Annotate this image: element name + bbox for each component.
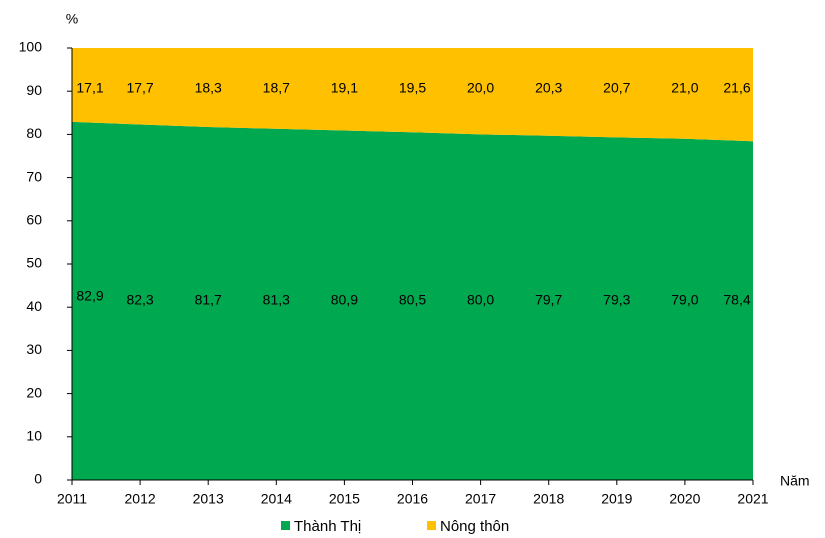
data-label: 80,0	[467, 291, 494, 307]
data-label: 20,0	[467, 80, 494, 96]
x-tick-label: 2011	[57, 491, 87, 507]
area	[72, 48, 753, 142]
data-label: 82,3	[126, 291, 153, 307]
legend-swatch	[427, 521, 436, 530]
data-label: 19,5	[399, 80, 426, 96]
x-tick-label: 2014	[261, 491, 292, 507]
data-label: 17,7	[126, 80, 153, 96]
y-tick-label: 60	[26, 212, 42, 228]
legend-swatch	[281, 521, 290, 530]
data-label: 19,1	[331, 80, 358, 96]
x-tick-label: 2017	[465, 491, 496, 507]
data-label: 81,3	[263, 291, 290, 307]
data-label: 79,0	[671, 291, 698, 307]
x-tick-label: 2012	[125, 491, 156, 507]
data-label: 82,9	[76, 287, 103, 303]
x-tick-label: 2021	[737, 491, 768, 507]
legend-label: Nông thôn	[440, 518, 509, 535]
data-label: 21,0	[671, 80, 698, 96]
data-label: 80,5	[399, 291, 426, 307]
data-label: 17,1	[76, 80, 103, 96]
y-tick-label: 50	[26, 255, 42, 271]
data-label: 20,7	[603, 80, 630, 96]
data-label: 79,7	[535, 291, 562, 307]
x-tick-label: 2018	[533, 491, 564, 507]
y-tick-label: 100	[19, 39, 43, 55]
data-label: 21,6	[723, 80, 750, 96]
x-tick-label: 2019	[601, 491, 632, 507]
x-axis-label: Năm	[780, 473, 810, 489]
data-label: 80,9	[331, 291, 358, 307]
x-tick-label: 2020	[669, 491, 700, 507]
data-label: 20,3	[535, 80, 562, 96]
area	[72, 121, 753, 480]
data-label: 78,4	[723, 291, 750, 307]
x-tick-label: 2016	[397, 491, 428, 507]
y-tick-label: 90	[26, 82, 42, 98]
y-tick-label: 10	[26, 428, 42, 444]
y-axis-label: %	[66, 11, 78, 27]
y-tick-label: 0	[34, 471, 42, 487]
y-tick-label: 20	[26, 384, 42, 400]
y-tick-label: 80	[26, 125, 42, 141]
x-tick-label: 2015	[329, 491, 360, 507]
x-tick-label: 2013	[193, 491, 224, 507]
y-tick-label: 40	[26, 298, 42, 314]
data-label: 79,3	[603, 291, 630, 307]
legend-label: Thành Thị	[294, 518, 361, 535]
y-tick-label: 70	[26, 168, 42, 184]
data-label: 18,7	[263, 80, 290, 96]
y-tick-label: 30	[26, 341, 42, 357]
data-label: 18,3	[195, 80, 222, 96]
data-label: 81,7	[195, 291, 222, 307]
